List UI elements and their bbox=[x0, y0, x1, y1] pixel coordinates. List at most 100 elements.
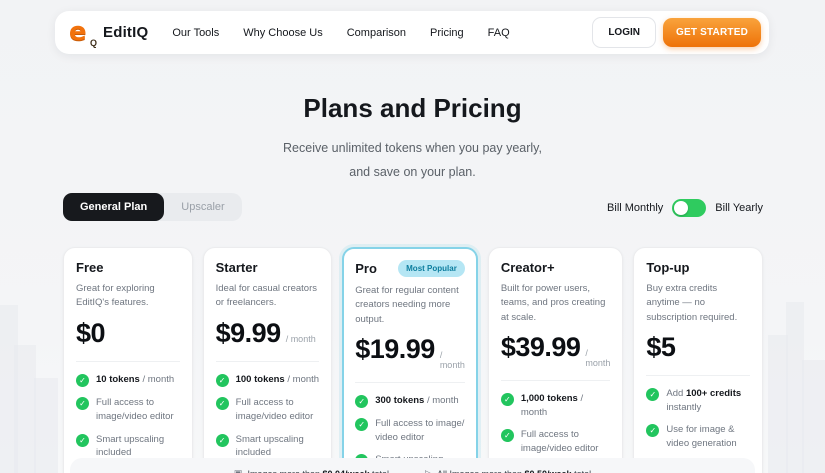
feature-text: Full access to image/video editor bbox=[235, 397, 314, 422]
feature-text: 100 tokens / month bbox=[235, 374, 320, 385]
plan-name: Top-up bbox=[646, 260, 690, 275]
plan-name: Starter bbox=[215, 260, 258, 275]
card-divider bbox=[76, 361, 180, 362]
feature-text: Full access to image/ video editor bbox=[375, 417, 465, 443]
plan-description: Buy extra credits anytime — no subscript… bbox=[646, 283, 738, 323]
price-period: / month bbox=[585, 347, 611, 368]
nav-links: Our Tools Why Choose Us Comparison Pricing F… bbox=[172, 27, 509, 39]
feature-text: All Images more than $0.50/week total bbox=[437, 469, 591, 473]
feature-text: Full access to image/video editor bbox=[96, 397, 174, 422]
card-header: Starter bbox=[216, 260, 320, 275]
feature-text: Smart upscaling included bbox=[96, 433, 165, 459]
price-amount: $0 bbox=[76, 318, 106, 348]
feature-item: ✓ 1,000 tokens / month bbox=[500, 392, 611, 420]
most-popular-badge: Most Popular bbox=[398, 260, 465, 277]
image-icon: ▣ bbox=[233, 468, 243, 473]
tab-general-plan[interactable]: General Plan bbox=[63, 193, 165, 221]
feature-text: Full access to image/video editor bbox=[520, 429, 599, 455]
feature-item: ✓ Smart upscaling included bbox=[76, 433, 180, 461]
price-row: $19.99/ month bbox=[355, 334, 465, 370]
navbar: e Q EditIQ Our Tools Why Choose Us Compari… bbox=[55, 11, 769, 54]
feature-item: ✓ Full access to image/video editor bbox=[215, 396, 320, 424]
plan-name: Pro bbox=[355, 261, 377, 276]
editiq-logo-icon: e Q bbox=[69, 17, 97, 48]
price-amount: $9.99 bbox=[215, 318, 282, 348]
nav-link-comparison[interactable]: Comparison bbox=[346, 26, 407, 39]
pricing-card-top-up: Top-up Buy extra credits anytime — no sub… bbox=[633, 247, 764, 473]
price-period: / month bbox=[285, 334, 316, 344]
footer-item: ▷ All Images more than $0.50/week total bbox=[425, 463, 591, 473]
feature-item: ✓ Add 100+ credits instantly bbox=[646, 387, 750, 415]
get-started-button[interactable]: GET STARTED bbox=[662, 18, 761, 47]
video-icon: ▷ bbox=[425, 468, 432, 473]
price-row: $5 bbox=[646, 332, 750, 363]
check-icon: ✓ bbox=[215, 374, 229, 387]
pricing-card-free: Free Great for exploring EditIQ's feature… bbox=[63, 247, 193, 473]
plan-name: Creator+ bbox=[500, 260, 555, 275]
nav-link-faq[interactable]: FAQ bbox=[487, 26, 510, 39]
nav-link-our-tools[interactable]: Our Tools bbox=[172, 26, 220, 39]
price-row: $0 bbox=[76, 318, 180, 349]
feature-text: Smart upscaling included bbox=[235, 433, 304, 459]
card-divider bbox=[355, 381, 465, 383]
plan-tabs: General Plan Upscaler bbox=[63, 193, 242, 221]
brand[interactable]: e Q EditIQ bbox=[69, 17, 149, 48]
feature-item: ✓ Smart upscaling included bbox=[215, 433, 320, 461]
tab-upscaler[interactable]: Upscaler bbox=[181, 201, 225, 213]
nav-actions: LOGIN GET STARTED bbox=[592, 17, 761, 48]
footer-strip: ▣ Images more than $0.04/week total ▷ All I… bbox=[70, 458, 755, 473]
check-icon: ✓ bbox=[355, 417, 369, 431]
skyline-left-3 bbox=[34, 378, 58, 473]
bill-yearly-label: Bill Yearly bbox=[715, 202, 763, 214]
subtitle-line-2: and save on your plan. bbox=[349, 164, 476, 179]
card-header: Free bbox=[76, 260, 180, 275]
feature-text: Images more than $0.04/week total bbox=[247, 469, 389, 473]
card-header: Top-up bbox=[646, 260, 750, 275]
feature-item: ✓ Full access to image/ video editor bbox=[355, 417, 465, 445]
billing-toggle[interactable] bbox=[672, 199, 707, 217]
skyline-right-3 bbox=[802, 360, 825, 473]
feature-text: 300 tokens / month bbox=[375, 394, 459, 406]
brand-name: EditIQ bbox=[103, 24, 149, 41]
price-period: / month bbox=[439, 349, 465, 370]
plan-description: Great for regular content creators needi… bbox=[355, 285, 459, 325]
check-icon: ✓ bbox=[500, 392, 514, 406]
price-amount: $19.99 bbox=[355, 333, 435, 364]
pricing-card-creator-: Creator+ Built for power users, teams, an… bbox=[487, 247, 624, 473]
check-icon: ✓ bbox=[215, 433, 229, 447]
feature-text: 10 tokens / month bbox=[96, 374, 175, 385]
card-divider bbox=[646, 374, 751, 376]
card-divider bbox=[500, 379, 611, 381]
card-header: Creator+ bbox=[501, 260, 611, 275]
price-amount: $39.99 bbox=[500, 331, 581, 362]
skyline-left-2 bbox=[14, 345, 36, 473]
feature-list: ✓ 100 tokens / month ✓ Full access to image… bbox=[215, 373, 320, 461]
check-icon: ✓ bbox=[76, 433, 89, 447]
plan-name: Free bbox=[76, 260, 104, 275]
card-divider bbox=[215, 361, 320, 362]
check-icon: ✓ bbox=[76, 397, 89, 410]
skyline-left-1 bbox=[0, 305, 18, 473]
footer-item: ▣ Images more than $0.04/week total bbox=[234, 463, 389, 473]
check-icon: ✓ bbox=[646, 424, 660, 438]
check-icon: ✓ bbox=[215, 397, 229, 410]
plan-description: Built for power users, teams, and pros c… bbox=[500, 283, 606, 323]
feature-item: ✓ Use for image & video generation bbox=[646, 423, 750, 451]
feature-text: Add 100+ credits instantly bbox=[666, 387, 742, 413]
nav-link-why-choose-us[interactable]: Why Choose Us bbox=[243, 26, 323, 39]
card-header: Pro Most Popular bbox=[355, 260, 465, 277]
plan-description: Great for exploring EditIQ's features. bbox=[76, 283, 155, 309]
billing-toggle-group: Bill Monthly Bill Yearly bbox=[607, 199, 763, 217]
feature-item: ✓ 300 tokens / month bbox=[355, 394, 465, 408]
nav-link-pricing[interactable]: Pricing bbox=[430, 26, 464, 39]
logo-sub-letter: Q bbox=[89, 37, 97, 48]
pricing-card-pro: Pro Most Popular Great for regular content… bbox=[342, 247, 478, 473]
feature-item: ✓ 10 tokens / month bbox=[76, 373, 180, 387]
login-button[interactable]: LOGIN bbox=[592, 17, 656, 48]
feature-item: ✓ 100 tokens / month bbox=[215, 373, 320, 387]
check-icon: ✓ bbox=[500, 429, 514, 443]
feature-item: ✓ Full access to image/video editor bbox=[500, 428, 611, 456]
skyline-right-1 bbox=[768, 335, 788, 473]
plan-description: Ideal for casual creators or freelancers… bbox=[215, 283, 317, 309]
price-row: $39.99/ month bbox=[501, 332, 611, 368]
